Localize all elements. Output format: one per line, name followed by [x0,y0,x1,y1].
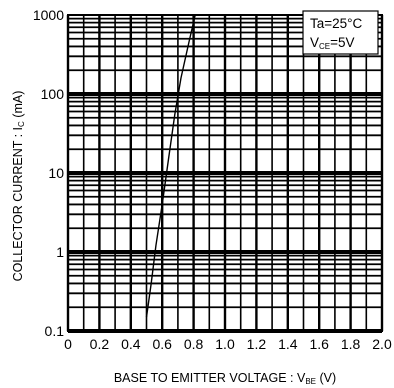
x-tick-label: 0 [64,336,72,352]
x-tick-labels: 0 0.2 0.4 0.6 0.8 1.0 1.2 1.4 1.6 1.8 2.0 [64,336,392,352]
series-line-1 [145,14,196,318]
x-tick-label: 2.0 [372,336,392,352]
conditions-legend: Ta=25°C VCE=5V [302,10,379,55]
y-tick-labels: 0.1 1 10 100 1000 [33,7,64,339]
x-tick-label: 0.6 [152,336,172,352]
x-tick-label: 1.0 [215,336,235,352]
x-tick-label: 1.6 [309,336,329,352]
x-tick-label: 0.4 [121,336,141,352]
legend-temperature: Ta=25°C [310,16,363,31]
x-tick-label: 0.8 [184,336,204,352]
y-tick-label: 0.1 [45,323,65,339]
series-layer [145,14,196,318]
y-tick-label: 10 [48,165,64,181]
x-axis-label: BASE TO EMITTER VOLTAGE : VBE (V) [114,371,336,386]
plot-frame [67,14,383,332]
y-axis-label: COLLECTOR CURRENT : IC (mA) [11,91,26,282]
y-tick-label: 1000 [33,7,64,23]
legend-box [302,10,379,55]
x-tick-label: 1.4 [278,336,298,352]
y-tick-label: 100 [41,86,65,102]
x-tick-label: 0.2 [90,336,110,352]
x-tick-label: 1.2 [247,336,267,352]
grid [66,15,384,333]
y-tick-label: 1 [56,244,64,260]
x-tick-label: 1.8 [341,336,361,352]
legend-vce: VCE=5V [310,35,355,51]
